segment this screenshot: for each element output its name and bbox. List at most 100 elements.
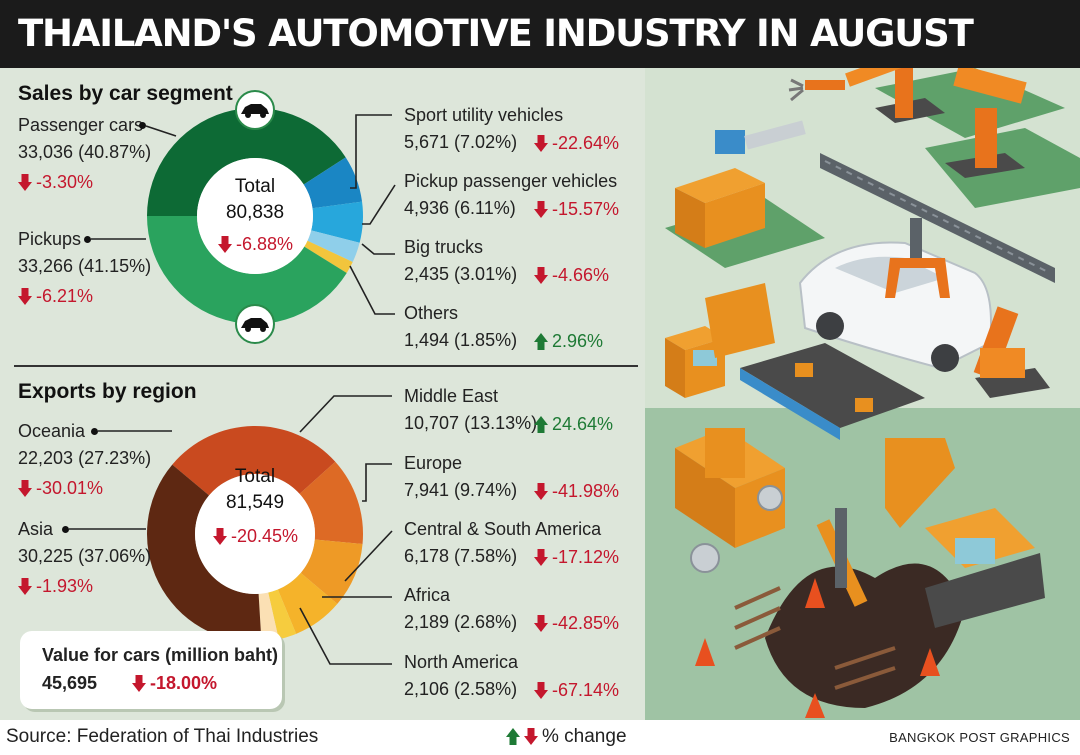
change-europe: -41.98% xyxy=(534,479,619,506)
change-value: -22.64% xyxy=(552,133,620,153)
change-asia: -1.93% xyxy=(18,574,93,601)
label-big-trucks: Big trucks 2,435 (3.01%) xyxy=(404,234,517,288)
exports-donut-chart xyxy=(69,395,393,665)
exports-slice-asia xyxy=(147,464,262,642)
series-value: 4,936 xyxy=(404,198,450,218)
exports-leader-central-south-america xyxy=(344,530,393,582)
sales-slice-others xyxy=(304,240,353,273)
exports-slice-north-america xyxy=(258,592,279,642)
change-middle-east: 24.64% xyxy=(534,412,613,439)
down-arrow-icon xyxy=(534,200,548,224)
exports-total-label: Total xyxy=(234,466,276,487)
exports-donut-hole xyxy=(195,474,315,594)
label-middle-east: Middle East 10,707 (13.13%) xyxy=(404,383,537,437)
down-arrow-icon xyxy=(524,728,538,751)
robot-arm-icon xyxy=(945,68,1027,178)
footer: Source: Federation of Thai Industries % … xyxy=(0,720,1080,755)
sales-slice-pickups xyxy=(147,216,347,325)
legend: % change xyxy=(506,726,627,751)
section-divider xyxy=(14,365,638,367)
series-name: North America xyxy=(404,652,519,672)
car-badge-icon xyxy=(235,90,275,130)
down-arrow-icon xyxy=(18,173,32,197)
change-suv: -22.64% xyxy=(534,131,619,158)
change-value: -3.30% xyxy=(36,172,94,192)
traffic-cone-icon xyxy=(695,578,940,718)
series-percent: 2.68% xyxy=(460,612,512,632)
change-value: -6.21% xyxy=(36,286,94,306)
down-arrow-icon xyxy=(18,479,32,503)
exports-total-change-value: -20.45% xyxy=(231,526,299,546)
up-arrow-icon xyxy=(506,728,520,751)
sales-slice-sport-utility-vehicles xyxy=(303,157,363,209)
exports-leader-europe xyxy=(362,463,392,502)
sales-leader-suv xyxy=(350,114,392,189)
series-percent: 41.15% xyxy=(84,256,146,276)
car-badge-icon xyxy=(235,304,275,344)
series-value: 22,203 xyxy=(18,448,74,468)
label-suv: Sport utility vehicles 5,671 (7.02%) xyxy=(404,102,563,156)
title-bar: THAILAND'S AUTOMOTIVE INDUSTRY IN AUGUST xyxy=(0,0,1080,68)
factory-illustration xyxy=(645,68,1080,720)
label-north-america: North America 2,106 (2.58%) xyxy=(404,649,518,703)
up-arrow-icon xyxy=(534,415,548,439)
down-arrow-icon xyxy=(534,681,548,705)
series-value: 30,225 xyxy=(18,546,74,566)
down-arrow-icon xyxy=(534,614,548,638)
series-percent: 7.58% xyxy=(460,546,512,566)
label-central-south-america: Central & South America 6,178 (7.58%) xyxy=(404,516,601,570)
series-name: Pickup passenger vehicles xyxy=(404,171,618,191)
series-name: Central & South America xyxy=(404,519,602,539)
change-passenger-cars: -3.30% xyxy=(18,170,93,197)
sales-section-title: Sales by car segment xyxy=(18,82,233,105)
safety-fence-icon xyxy=(734,586,896,690)
change-value: -15.57% xyxy=(552,199,620,219)
label-africa: Africa 2,189 (2.68%) xyxy=(404,582,517,636)
sales-total-change-value: -6.88% xyxy=(236,234,294,254)
gantry-beam xyxy=(820,153,1055,283)
leader-dot xyxy=(84,236,91,243)
leader-dot xyxy=(139,122,146,129)
change-value: -4.66% xyxy=(552,265,610,285)
down-arrow-icon xyxy=(218,235,232,259)
series-percent: 3.01% xyxy=(460,264,512,284)
sales-slice-pickup-passenger-vehicles xyxy=(311,201,363,243)
series-name: Others xyxy=(404,303,459,323)
sales-total-label: Total xyxy=(234,176,276,197)
down-arrow-icon xyxy=(534,134,548,158)
change-big-trucks: -4.66% xyxy=(534,263,609,290)
change-value: -30.01% xyxy=(36,478,104,498)
legend-label: % change xyxy=(542,726,627,747)
change-value: -17.12% xyxy=(552,547,620,567)
series-percent: 37.06% xyxy=(84,546,146,566)
exports-leader-north-america xyxy=(299,607,392,665)
change-value: -42.85% xyxy=(552,613,620,633)
change-value: -67.14% xyxy=(552,680,620,700)
credit-text: BANGKOK POST GRAPHICS xyxy=(889,730,1070,745)
lathe-machine-icon xyxy=(675,428,785,573)
exports-slice-europe xyxy=(300,539,363,604)
change-oceania: -30.01% xyxy=(18,476,103,503)
series-value: 7,941 xyxy=(404,480,450,500)
label-europe: Europe 7,941 (9.74%) xyxy=(404,450,517,504)
sales-total-change: -6.88% xyxy=(218,232,293,259)
source-text: Source: Federation of Thai Industries xyxy=(6,726,319,747)
series-percent: 2.58% xyxy=(460,679,512,699)
exports-total-change: -20.45% xyxy=(213,524,298,551)
exports-section-title: Exports by region xyxy=(18,380,197,403)
series-percent: 13.13% xyxy=(470,413,532,433)
page-title: THAILAND'S AUTOMOTIVE INDUSTRY IN AUGUST xyxy=(18,12,974,55)
value-box-change: -18.00% xyxy=(132,673,217,697)
robot-arm-icon xyxy=(973,306,1050,398)
series-name: Africa xyxy=(404,585,451,605)
change-value: 24.64% xyxy=(552,414,614,434)
down-arrow-icon xyxy=(534,548,548,572)
change-pickups: -6.21% xyxy=(18,284,93,311)
down-arrow-icon xyxy=(534,482,548,506)
value-box-value: 45,695 xyxy=(42,673,98,693)
exports-slice-africa xyxy=(268,589,297,640)
series-name: Europe xyxy=(404,453,463,473)
series-percent: 40.87% xyxy=(84,142,146,162)
series-value: 5,671 xyxy=(404,132,450,152)
leader-dot xyxy=(62,526,69,533)
